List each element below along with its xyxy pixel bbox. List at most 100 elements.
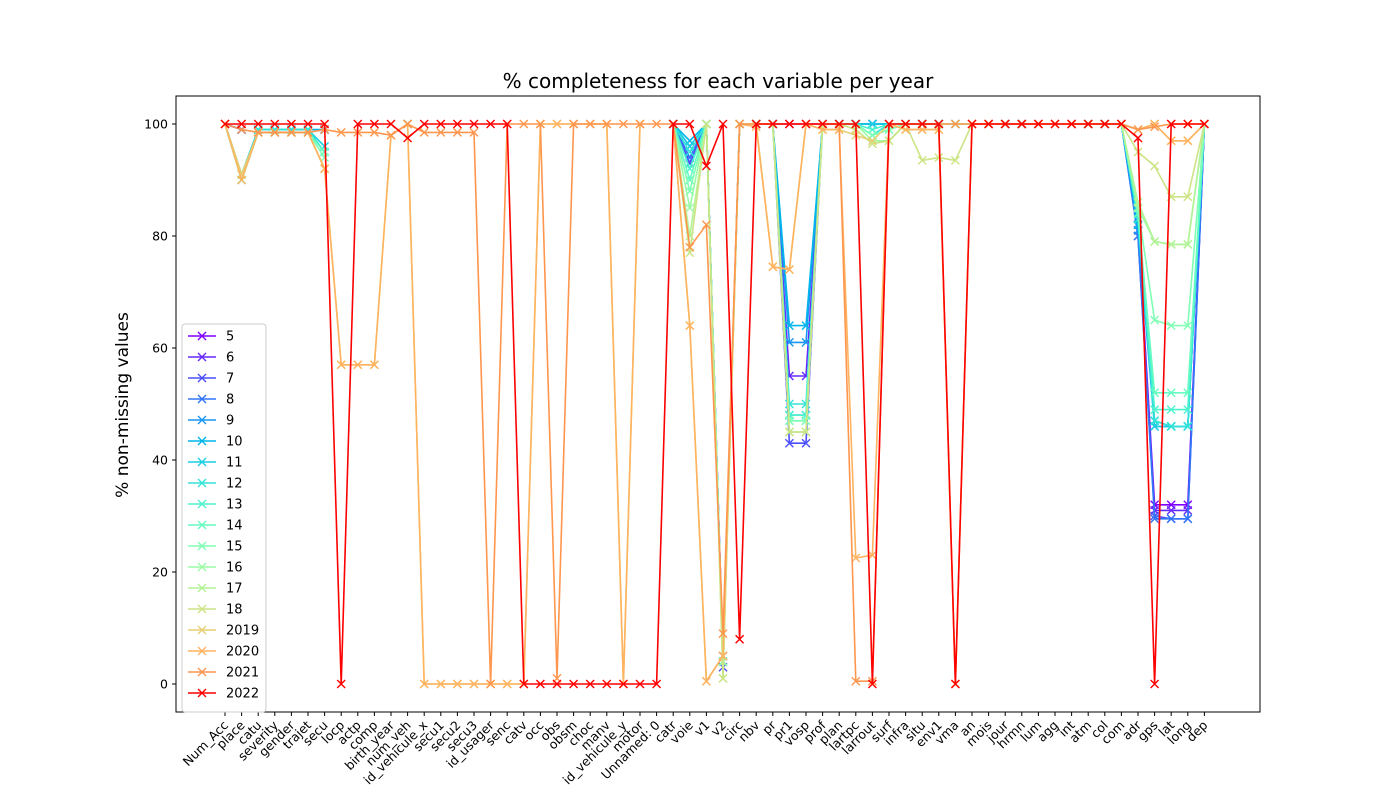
data-point: [1150, 416, 1160, 426]
legend-marker: [197, 352, 207, 362]
legend: 5 6 7 8 9 10 11 12 13 14 15 16 17 18 2019 2020 2021 2022: [181, 323, 267, 713]
data-point: [552, 679, 562, 689]
legend-marker: [197, 499, 207, 509]
data-point: [336, 679, 346, 689]
data-point: [602, 119, 612, 129]
data-point: [618, 679, 628, 689]
data-point: [934, 153, 944, 163]
data-point: [1150, 161, 1160, 171]
data-point: [602, 679, 612, 689]
y-tick-label: 80: [152, 229, 168, 244]
data-point: [336, 360, 346, 370]
legend-label: 2022: [226, 687, 259, 702]
data-point: [353, 119, 363, 129]
data-point: [1150, 315, 1160, 325]
data-point: [1183, 405, 1193, 415]
data-point: [1150, 237, 1160, 247]
legend-marker: [197, 520, 207, 530]
legend-marker: [197, 331, 207, 341]
legend-label: 18: [226, 603, 243, 618]
data-point: [1166, 505, 1176, 515]
legend-marker: [197, 415, 207, 425]
data-point: [270, 127, 280, 137]
data-point: [1150, 122, 1160, 132]
data-point: [585, 679, 595, 689]
legend-marker: [197, 667, 207, 677]
data-point: [469, 119, 479, 129]
data-point: [1067, 119, 1077, 129]
data-point: [585, 119, 595, 129]
data-point: [801, 119, 811, 129]
data-point: [652, 679, 662, 689]
data-point: [519, 119, 529, 129]
data-point: [1166, 321, 1176, 331]
legend-marker: [197, 583, 207, 593]
data-point: [320, 164, 330, 174]
data-point: [867, 136, 877, 146]
data-point: [701, 676, 711, 686]
data-point: [784, 119, 794, 129]
data-point: [270, 119, 280, 129]
data-point: [851, 553, 861, 563]
data-point: [851, 676, 861, 686]
data-point: [1166, 239, 1176, 249]
data-point: [867, 139, 877, 149]
data-point: [303, 127, 313, 137]
legend-marker: [197, 646, 207, 656]
data-point: [784, 427, 794, 437]
data-point: [801, 321, 811, 331]
series-layer: [220, 119, 1209, 689]
data-point: [369, 119, 379, 129]
y-tick-label: 60: [152, 341, 168, 356]
data-point: [618, 119, 628, 129]
legend-label: 9: [226, 414, 234, 429]
data-point: [735, 119, 745, 129]
legend-marker: [197, 625, 207, 635]
data-point: [436, 119, 446, 129]
data-point: [469, 127, 479, 137]
data-point: [901, 119, 911, 129]
data-point: [685, 147, 695, 157]
legend-marker: [197, 394, 207, 404]
y-tick-label: 40: [152, 453, 168, 468]
data-point: [369, 360, 379, 370]
series-2022: [220, 119, 1209, 689]
data-point: [685, 203, 695, 213]
legend-marker: [197, 604, 207, 614]
data-point: [386, 119, 396, 129]
data-point: [701, 119, 711, 129]
data-point: [867, 550, 877, 560]
data-point: [237, 175, 247, 185]
data-point: [1166, 388, 1176, 398]
data-point: [253, 127, 263, 137]
data-point: [668, 119, 678, 129]
data-point: [403, 133, 413, 143]
data-point: [768, 119, 778, 129]
data-point: [984, 119, 994, 129]
y-tick-label: 20: [152, 565, 168, 580]
legend-label: 2021: [226, 666, 259, 681]
data-point: [917, 155, 927, 165]
data-point: [1183, 321, 1193, 331]
data-point: [1166, 421, 1176, 431]
legend-marker: [197, 541, 207, 551]
data-point: [320, 119, 330, 129]
legend-marker: [197, 688, 207, 698]
data-point: [286, 127, 296, 137]
data-point: [1166, 405, 1176, 415]
data-point: [253, 119, 263, 129]
data-point: [419, 679, 429, 689]
data-point: [718, 629, 728, 639]
data-point: [1199, 119, 1209, 129]
data-point: [237, 119, 247, 129]
data-point: [452, 127, 462, 137]
data-point: [1183, 119, 1193, 129]
data-point: [950, 679, 960, 689]
data-point: [950, 155, 960, 165]
data-point: [784, 265, 794, 275]
data-point: [884, 119, 894, 129]
data-point: [1183, 514, 1193, 524]
y-axis-label: % non-missing values: [113, 312, 133, 498]
data-point: [552, 119, 562, 129]
